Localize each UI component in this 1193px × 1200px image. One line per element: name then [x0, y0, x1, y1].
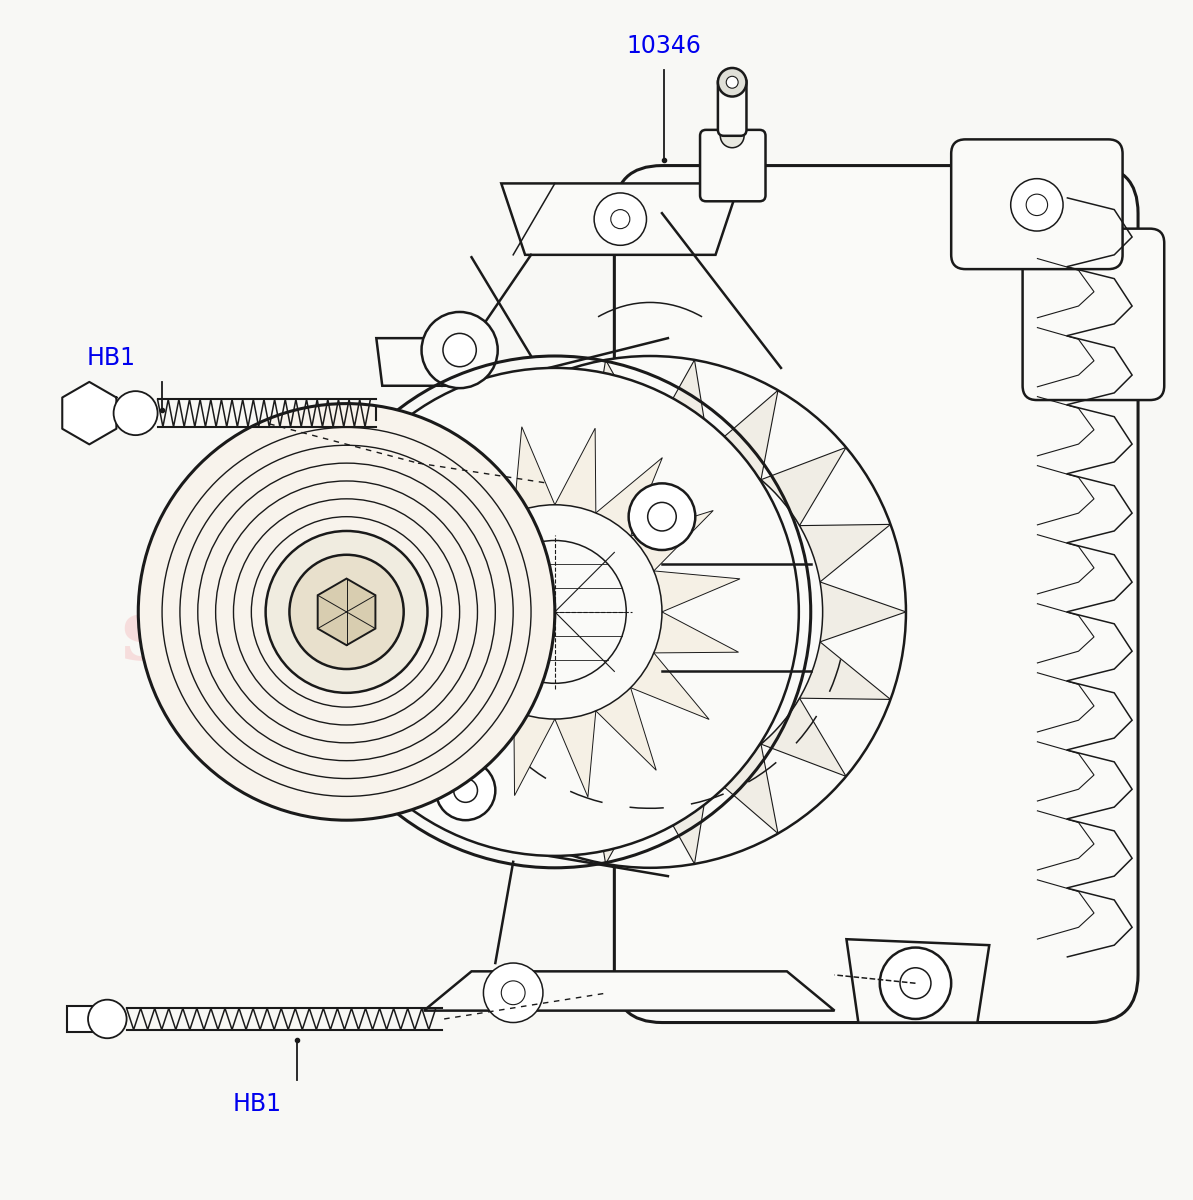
Polygon shape: [654, 571, 740, 612]
Polygon shape: [447, 688, 514, 766]
Circle shape: [477, 439, 823, 785]
Bar: [864, 540, 911, 588]
Polygon shape: [591, 774, 650, 864]
Polygon shape: [62, 382, 117, 444]
Circle shape: [629, 484, 696, 550]
Polygon shape: [654, 612, 738, 653]
Polygon shape: [591, 360, 650, 450]
Bar: [911, 588, 959, 636]
Circle shape: [1010, 179, 1063, 232]
Polygon shape: [650, 360, 709, 450]
Text: 10346: 10346: [626, 35, 701, 59]
Polygon shape: [317, 578, 376, 646]
Polygon shape: [401, 504, 480, 571]
Polygon shape: [371, 571, 456, 612]
Polygon shape: [523, 744, 591, 834]
FancyBboxPatch shape: [700, 130, 766, 202]
Polygon shape: [376, 338, 483, 385]
FancyBboxPatch shape: [951, 139, 1123, 269]
Circle shape: [311, 368, 799, 856]
Bar: [769, 636, 817, 683]
Circle shape: [483, 540, 626, 683]
Bar: [769, 540, 817, 588]
Polygon shape: [455, 698, 539, 776]
Polygon shape: [424, 971, 835, 1010]
Polygon shape: [709, 744, 778, 834]
Circle shape: [879, 948, 951, 1019]
Circle shape: [501, 980, 525, 1004]
Polygon shape: [595, 457, 662, 536]
Bar: [959, 445, 1007, 493]
Circle shape: [718, 68, 747, 96]
Bar: [911, 493, 959, 540]
Polygon shape: [523, 390, 591, 480]
Circle shape: [290, 554, 403, 670]
Circle shape: [727, 77, 738, 89]
Circle shape: [611, 210, 630, 229]
Polygon shape: [631, 510, 713, 571]
Text: HB1: HB1: [86, 347, 135, 371]
Circle shape: [113, 391, 157, 436]
Polygon shape: [555, 710, 595, 797]
Polygon shape: [455, 448, 539, 526]
Circle shape: [483, 964, 543, 1022]
Polygon shape: [761, 698, 846, 776]
Circle shape: [421, 312, 497, 388]
Polygon shape: [799, 524, 890, 582]
Bar: [817, 493, 864, 540]
FancyBboxPatch shape: [1022, 229, 1164, 400]
Bar: [959, 636, 1007, 683]
Bar: [959, 540, 1007, 588]
Polygon shape: [650, 774, 709, 864]
FancyBboxPatch shape: [718, 77, 747, 136]
Polygon shape: [847, 940, 989, 1022]
Circle shape: [721, 124, 744, 148]
Text: HB1: HB1: [233, 1092, 282, 1116]
Circle shape: [138, 403, 555, 820]
Circle shape: [594, 193, 647, 245]
Circle shape: [266, 530, 427, 692]
Polygon shape: [409, 642, 501, 700]
Circle shape: [453, 779, 477, 803]
Circle shape: [447, 505, 662, 719]
Circle shape: [88, 1000, 126, 1038]
Polygon shape: [501, 184, 740, 254]
Polygon shape: [820, 582, 905, 642]
Polygon shape: [453, 454, 514, 536]
Polygon shape: [514, 710, 555, 796]
Bar: [817, 588, 864, 636]
Text: car  parts: car parts: [174, 679, 391, 722]
Polygon shape: [555, 428, 595, 512]
Bar: [864, 636, 911, 683]
Polygon shape: [394, 582, 480, 642]
Bar: [67, 1006, 93, 1032]
Polygon shape: [631, 653, 709, 720]
Bar: [864, 445, 911, 493]
Polygon shape: [396, 653, 480, 713]
Circle shape: [443, 334, 476, 367]
Circle shape: [394, 356, 905, 868]
Text: scuderia: scuderia: [120, 594, 533, 678]
Polygon shape: [761, 448, 846, 526]
Polygon shape: [595, 688, 656, 770]
Polygon shape: [409, 524, 501, 582]
Circle shape: [1026, 194, 1047, 216]
Polygon shape: [709, 390, 778, 480]
Circle shape: [435, 761, 495, 820]
Circle shape: [648, 503, 676, 530]
Polygon shape: [370, 612, 456, 653]
Circle shape: [900, 967, 931, 998]
FancyBboxPatch shape: [614, 166, 1138, 1022]
Polygon shape: [799, 642, 890, 700]
Polygon shape: [514, 427, 555, 512]
Bar: [769, 445, 817, 493]
